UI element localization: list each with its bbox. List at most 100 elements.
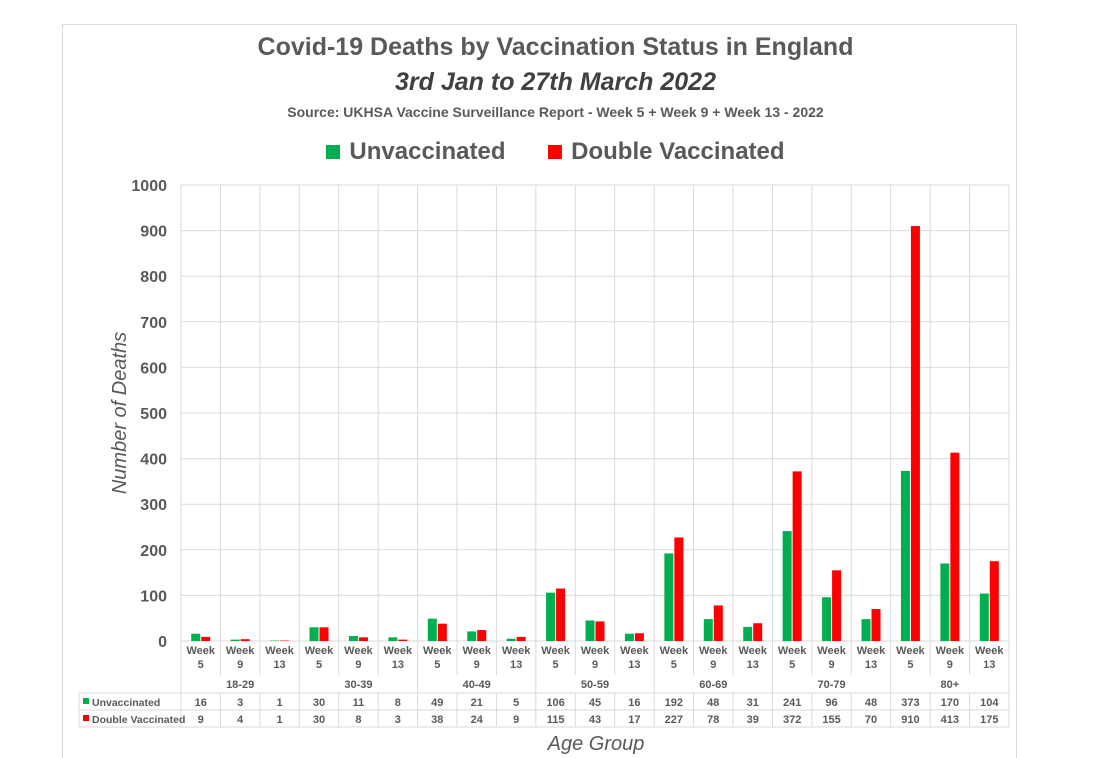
x-tick-week-label: Week	[186, 645, 215, 657]
table-value: 372	[783, 714, 801, 726]
table-value: 31	[747, 697, 759, 709]
bar-unvaccinated	[624, 633, 634, 641]
x-tick-week-number: 9	[829, 659, 835, 671]
table-value: 9	[513, 714, 519, 726]
bar-double-vaccinated	[871, 609, 881, 641]
y-tick-label: 500	[140, 406, 167, 423]
table-value: 30	[313, 697, 325, 709]
y-tick-label: 300	[140, 497, 167, 514]
bar-double-vaccinated	[989, 561, 999, 641]
table-value: 38	[431, 714, 443, 726]
table-value: 17	[628, 714, 640, 726]
table-value: 11	[353, 697, 365, 709]
x-tick-week-label: Week	[462, 645, 491, 657]
bar-double-vaccinated	[319, 627, 329, 641]
table-value: 1	[277, 697, 283, 709]
bar-double-vaccinated	[832, 570, 842, 641]
y-axis-title: Number of Deaths	[109, 332, 131, 494]
table-value: 16	[628, 697, 640, 709]
table-series-label: Unvaccinated	[92, 697, 160, 709]
table-value: 3	[237, 697, 243, 709]
x-tick-week-label: Week	[896, 645, 925, 657]
legend-label-unvaccinated: Unvaccinated	[349, 138, 506, 165]
bar-unvaccinated	[861, 619, 871, 641]
x-tick-week-number: 9	[237, 659, 243, 671]
bar-unvaccinated	[191, 633, 201, 641]
y-tick-label: 700	[140, 315, 167, 332]
x-tick-week-number: 5	[434, 659, 440, 671]
x-tick-week-label: Week	[344, 645, 373, 657]
table-value: 241	[783, 697, 801, 709]
table-value: 39	[747, 714, 759, 726]
x-tick-week-number: 13	[273, 659, 285, 671]
bar-double-vaccinated	[674, 537, 684, 641]
chart-subtitle: 3rd Jan to 27th March 2022	[395, 68, 716, 96]
y-tick-label: 600	[140, 360, 167, 377]
bar-unvaccinated	[230, 639, 240, 641]
table-value: 78	[707, 714, 719, 726]
y-tick-label: 200	[140, 543, 167, 560]
table-value: 3	[395, 714, 401, 726]
legend: Unvaccinated Double Vaccinated	[0, 138, 1111, 166]
y-tick-label: 400	[140, 452, 167, 469]
x-group-label: 80+	[941, 679, 960, 691]
x-tick-week-label: Week	[226, 645, 255, 657]
table-value: 48	[865, 697, 877, 709]
x-tick-week-label: Week	[857, 645, 886, 657]
bar-unvaccinated	[782, 531, 792, 641]
x-tick-week-number: 13	[865, 659, 877, 671]
bar-double-vaccinated	[477, 630, 487, 641]
bar-unvaccinated	[743, 626, 753, 641]
y-tick-label: 900	[140, 224, 167, 241]
bar-double-vaccinated	[240, 639, 250, 641]
x-tick-week-number: 5	[789, 659, 795, 671]
bar-unvaccinated	[348, 635, 358, 641]
y-tick-label: 100	[140, 588, 167, 605]
x-tick-week-number: 5	[907, 659, 913, 671]
x-group-label: 40-49	[463, 679, 491, 691]
table-value: 70	[865, 714, 877, 726]
x-tick-week-number: 5	[316, 659, 322, 671]
table-value: 175	[980, 714, 998, 726]
bar-unvaccinated	[940, 563, 950, 641]
table-value: 45	[589, 697, 601, 709]
table-value: 24	[471, 714, 484, 726]
x-tick-week-label: Week	[581, 645, 610, 657]
x-tick-week-number: 13	[392, 659, 404, 671]
bar-unvaccinated	[309, 627, 319, 641]
x-axis-title: Age Group	[547, 733, 645, 755]
x-tick-week-label: Week	[620, 645, 649, 657]
x-tick-week-number: 13	[510, 659, 522, 671]
table-value: 155	[822, 714, 840, 726]
table-value: 30	[313, 714, 325, 726]
bar-double-vaccinated	[595, 621, 605, 641]
table-value: 1	[277, 714, 283, 726]
x-tick-week-number: 5	[671, 659, 677, 671]
x-tick-week-label: Week	[699, 645, 728, 657]
x-tick-week-number: 9	[355, 659, 361, 671]
legend-swatch-double-vaccinated	[548, 145, 563, 159]
bar-double-vaccinated	[201, 636, 211, 641]
x-tick-week-label: Week	[305, 645, 334, 657]
x-tick-week-number: 13	[628, 659, 640, 671]
bar-unvaccinated	[467, 631, 477, 641]
chart-title: Covid-19 Deaths by Vaccination Status in…	[257, 33, 854, 61]
x-tick-week-label: Week	[265, 645, 294, 657]
y-tick-label: 0	[158, 634, 167, 651]
bar-unvaccinated	[979, 593, 989, 641]
x-group-label: 60-69	[699, 679, 727, 691]
y-tick-label: 800	[140, 269, 167, 286]
chart-frame	[62, 24, 1017, 758]
x-tick-week-number: 9	[947, 659, 953, 671]
x-tick-week-number: 13	[747, 659, 759, 671]
table-value: 373	[901, 697, 919, 709]
x-group-label: 70-79	[818, 679, 846, 691]
table-value: 8	[355, 714, 361, 726]
table-value: 16	[195, 697, 207, 709]
x-tick-week-number: 5	[198, 659, 204, 671]
table-value: 8	[395, 697, 401, 709]
table-value: 413	[941, 714, 959, 726]
x-tick-week-label: Week	[778, 645, 807, 657]
table-value: 4	[237, 714, 244, 726]
